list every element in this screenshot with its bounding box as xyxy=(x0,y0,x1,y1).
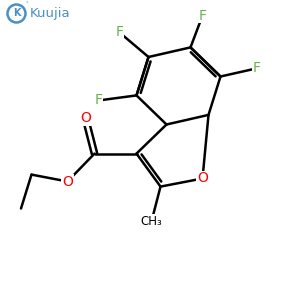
Text: K: K xyxy=(13,8,20,19)
Text: F: F xyxy=(253,61,260,75)
Text: F: F xyxy=(116,26,123,39)
Text: CH₃: CH₃ xyxy=(141,215,162,228)
Text: °: ° xyxy=(26,2,29,6)
Text: F: F xyxy=(94,94,102,107)
Text: O: O xyxy=(80,112,91,125)
Text: Kuujia: Kuujia xyxy=(30,7,70,20)
Text: O: O xyxy=(197,172,208,185)
Text: O: O xyxy=(62,175,73,188)
Text: F: F xyxy=(199,9,206,22)
